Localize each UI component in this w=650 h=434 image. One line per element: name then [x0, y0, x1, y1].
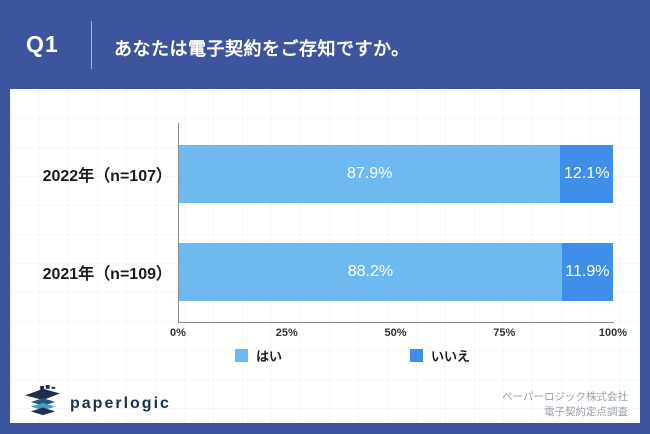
bar-value-label: 87.9%	[347, 165, 393, 182]
bar-segment-yes: 87.9%	[179, 145, 561, 203]
bar-row-2022: 2022年（n=107） 87.9% 12.1%	[10, 145, 640, 203]
legend-label: いいえ	[431, 348, 471, 364]
legend-item-yes: はい	[235, 348, 283, 364]
stacked-bar: 87.9% 12.1%	[179, 145, 613, 203]
question-number: Q1	[26, 31, 59, 57]
logo-wordmark: paperlogic	[70, 394, 171, 412]
footer-note: ペーパーロジック株式会社 電子契約定点調査	[502, 390, 628, 420]
x-axis-line	[178, 322, 614, 323]
y-axis-line	[178, 123, 179, 323]
legend-label: はい	[256, 348, 283, 364]
question-title: あなたは電子契約をご存知ですか。	[114, 39, 410, 59]
legend-swatch-no	[410, 348, 423, 362]
bar-row-2021: 2021年（n=109） 88.2% 11.9%	[10, 243, 640, 301]
stacked-bar: 88.2% 11.9%	[179, 243, 613, 301]
x-axis-tick-label: 75%	[493, 327, 516, 339]
bar-value-label: 12.1%	[564, 165, 610, 182]
x-axis-tick-label: 100%	[598, 327, 628, 339]
paperlogic-logo: paperlogic	[24, 385, 171, 422]
bar-segment-yes: 88.2%	[179, 243, 562, 301]
stacked-papers-icon	[24, 385, 62, 422]
x-axis-tick-label: 0%	[170, 327, 186, 339]
bar-segment-no: 11.9%	[561, 243, 613, 301]
bar-value-label: 11.9%	[565, 263, 610, 280]
legend-item-no: いいえ	[410, 348, 471, 364]
header-divider	[91, 21, 92, 69]
bar-segment-no: 12.1%	[560, 145, 613, 203]
bar-value-label: 88.2%	[347, 263, 394, 280]
chart-panel: 2022年（n=107） 87.9% 12.1% 2021年（n=109） 88…	[10, 89, 640, 423]
footer-survey: 電子契約定点調査	[544, 406, 628, 418]
x-axis-tick-label: 25%	[275, 327, 298, 339]
footer-company: ペーパーロジック株式会社	[502, 391, 628, 403]
category-label: 2022年（n=107）	[42, 168, 172, 185]
legend-swatch-yes	[235, 348, 248, 362]
category-label: 2021年（n=109）	[42, 266, 172, 283]
x-axis: 0% 25% 50% 75% 100%	[170, 327, 627, 341]
x-axis-tick-label: 50%	[384, 327, 407, 339]
